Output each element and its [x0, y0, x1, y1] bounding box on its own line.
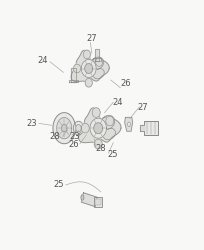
Ellipse shape [103, 128, 115, 140]
Text: 27: 27 [86, 34, 97, 42]
Polygon shape [90, 118, 106, 138]
Text: 23: 23 [70, 132, 80, 141]
Polygon shape [85, 64, 93, 73]
Circle shape [92, 108, 100, 118]
Circle shape [73, 64, 81, 73]
FancyBboxPatch shape [95, 198, 101, 205]
Polygon shape [53, 113, 75, 144]
Polygon shape [81, 60, 96, 78]
Polygon shape [76, 124, 81, 132]
Circle shape [106, 116, 114, 126]
Polygon shape [93, 58, 101, 60]
Circle shape [96, 58, 103, 66]
Text: 24: 24 [37, 56, 48, 65]
Ellipse shape [128, 122, 130, 127]
Ellipse shape [93, 68, 104, 79]
Text: 28: 28 [95, 144, 106, 153]
Text: 26: 26 [69, 140, 79, 149]
Circle shape [81, 123, 89, 133]
Circle shape [94, 139, 102, 149]
FancyBboxPatch shape [144, 121, 158, 136]
Text: 24: 24 [112, 98, 123, 107]
Circle shape [85, 78, 92, 87]
Text: 26: 26 [120, 80, 131, 88]
Ellipse shape [101, 116, 115, 130]
Polygon shape [73, 121, 84, 135]
Ellipse shape [81, 195, 84, 200]
Text: 28: 28 [50, 132, 60, 141]
Polygon shape [71, 50, 109, 82]
FancyBboxPatch shape [94, 197, 102, 207]
Polygon shape [81, 193, 97, 207]
Polygon shape [79, 108, 121, 143]
Circle shape [83, 50, 90, 59]
Text: 27: 27 [138, 102, 148, 112]
Polygon shape [95, 49, 99, 60]
Polygon shape [69, 80, 78, 82]
Polygon shape [140, 125, 144, 132]
Polygon shape [62, 124, 67, 132]
Polygon shape [94, 123, 103, 134]
Polygon shape [125, 118, 133, 131]
Polygon shape [57, 118, 72, 139]
Ellipse shape [91, 57, 104, 70]
Polygon shape [71, 68, 76, 82]
Text: 25: 25 [53, 180, 63, 190]
Text: 23: 23 [26, 119, 37, 128]
Text: 25: 25 [108, 150, 118, 159]
